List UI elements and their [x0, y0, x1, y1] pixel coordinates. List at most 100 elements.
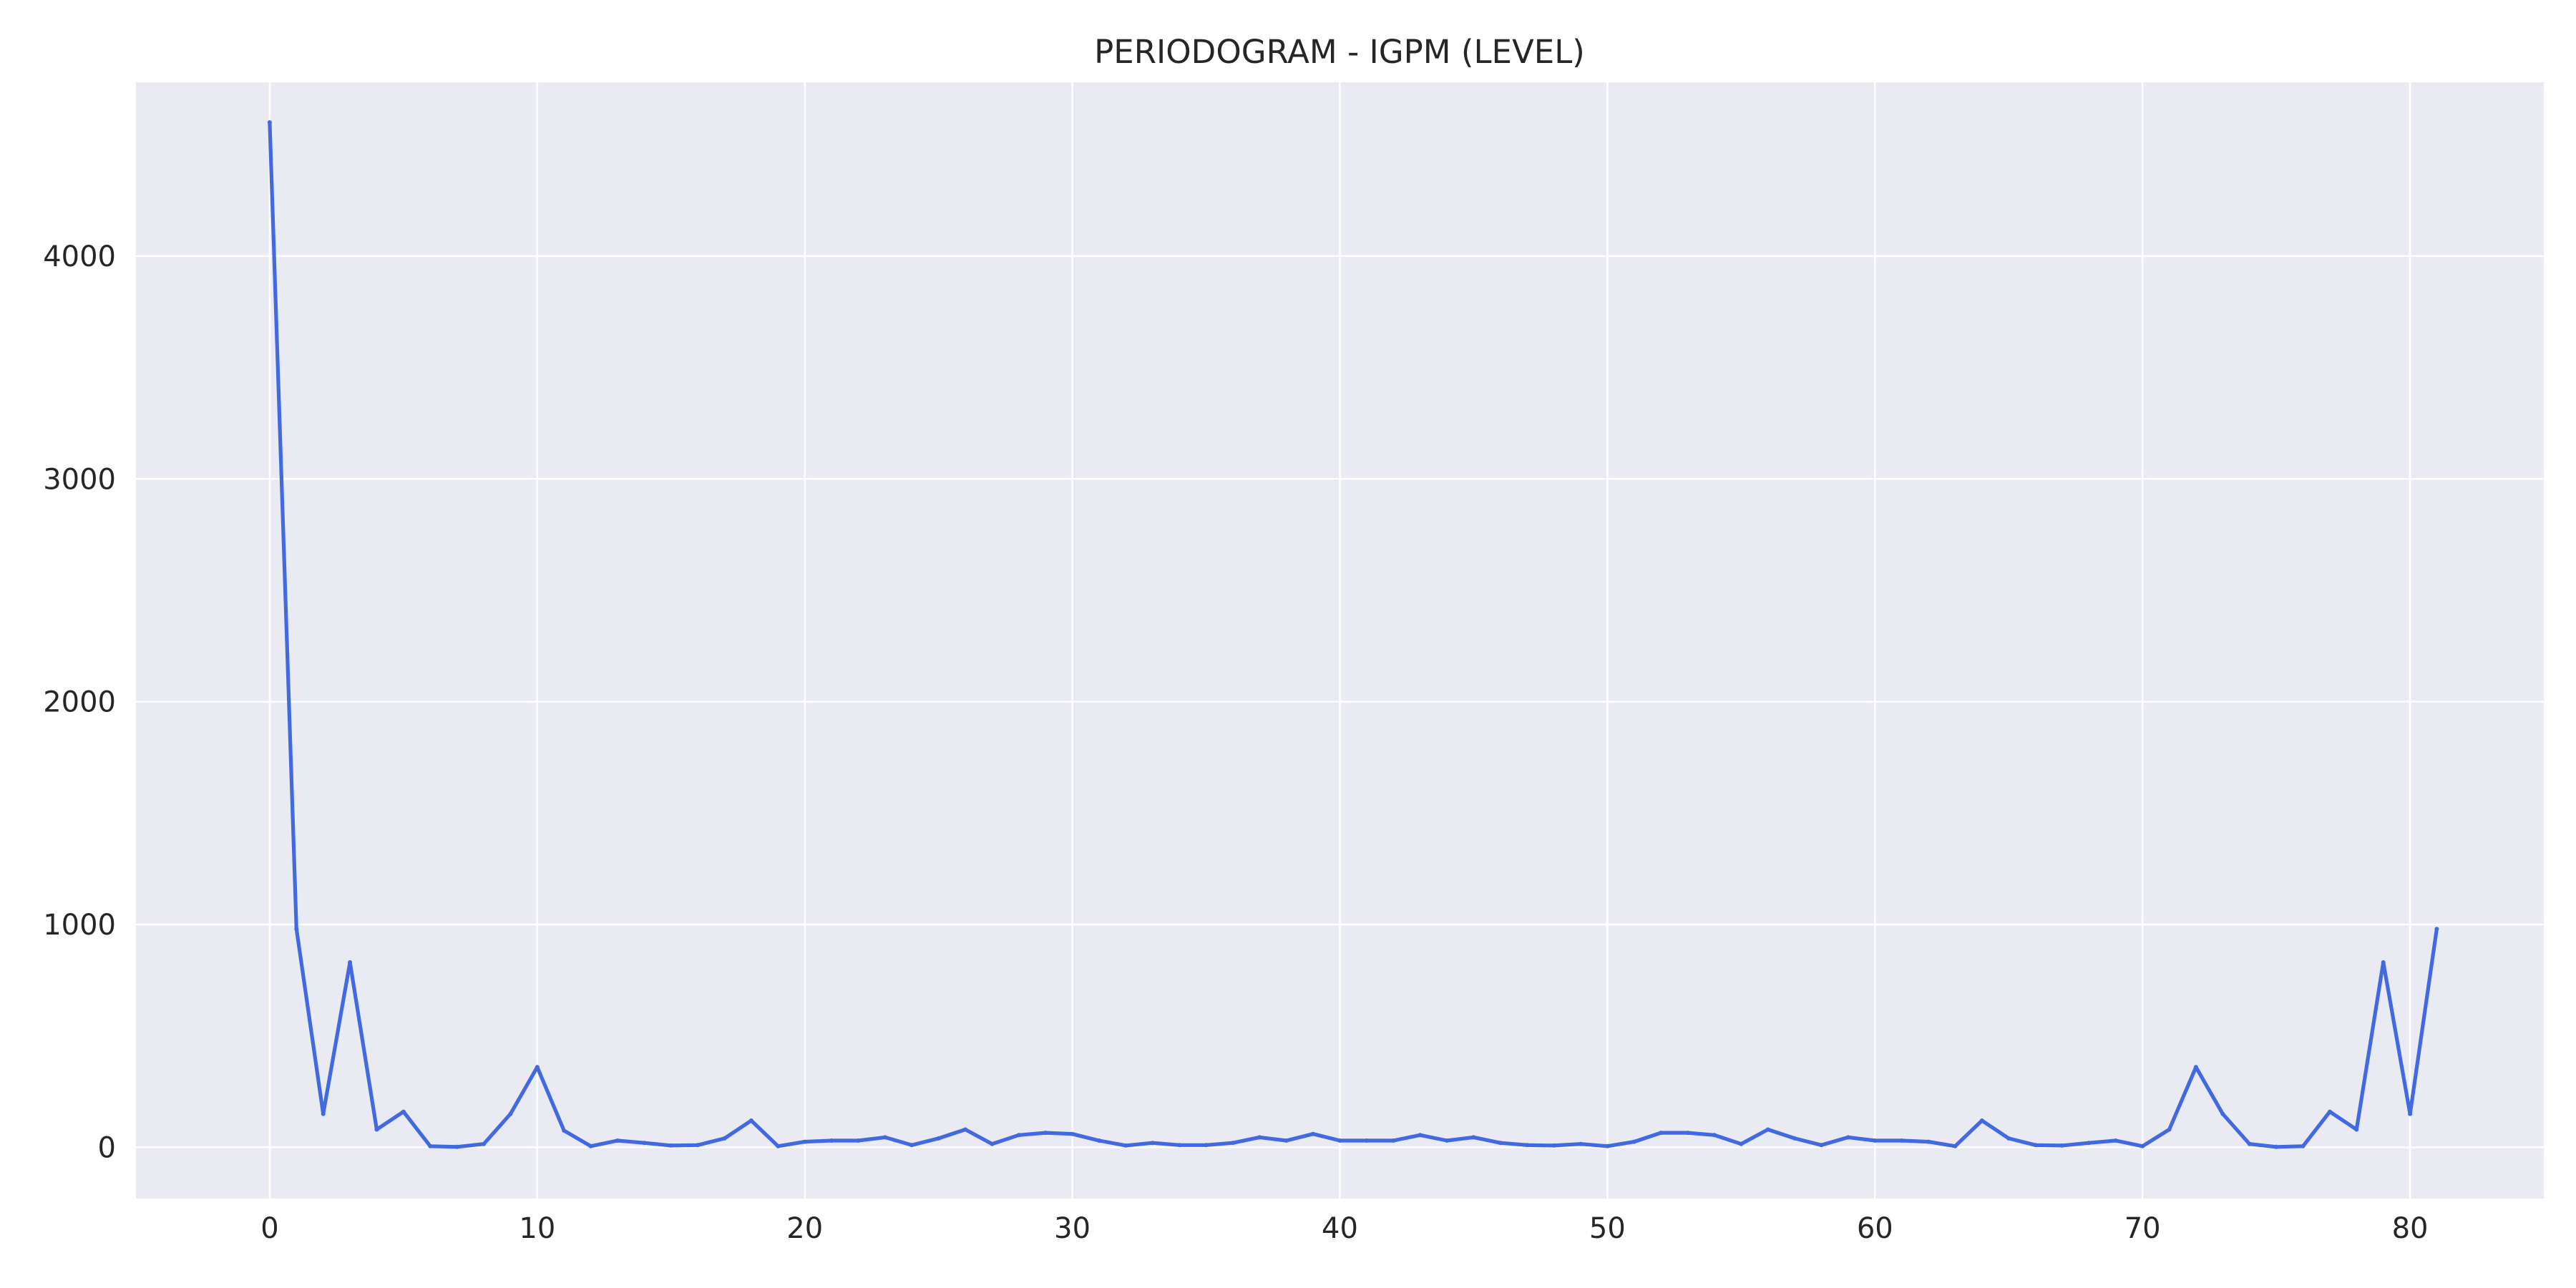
data-point — [1284, 1138, 1289, 1143]
data-point — [776, 1143, 781, 1148]
data-point — [1551, 1143, 1556, 1148]
x-tick-label: 10 — [519, 1212, 555, 1245]
x-tick-label: 70 — [2124, 1212, 2161, 1245]
x-tick-label: 0 — [260, 1212, 278, 1245]
data-point — [267, 120, 272, 125]
data-point — [294, 927, 299, 932]
data-point — [2434, 927, 2439, 932]
data-point — [1498, 1141, 1503, 1146]
data-point — [1792, 1136, 1797, 1141]
data-point — [1070, 1131, 1075, 1136]
data-point — [2113, 1138, 2118, 1143]
data-point — [642, 1141, 647, 1146]
data-point — [1123, 1143, 1128, 1148]
axis-ticks: 0 10 20 30 40 50 60 70 80 0 1000 2000 3000 4000 — [43, 240, 2428, 1245]
data-point — [990, 1141, 995, 1146]
y-tick-label: 4000 — [43, 240, 116, 273]
data-point — [1418, 1133, 1423, 1138]
data-point — [2381, 960, 2386, 965]
data-point — [1097, 1138, 1101, 1143]
series-line — [268, 120, 2439, 1149]
data-point — [1979, 1118, 1984, 1123]
data-point — [2087, 1141, 2092, 1146]
data-point — [1177, 1143, 1182, 1148]
y-tick-label: 1000 — [43, 909, 116, 942]
data-point — [829, 1138, 834, 1143]
data-point — [562, 1128, 567, 1133]
y-tick-label: 0 — [98, 1131, 116, 1164]
data-point — [2327, 1109, 2332, 1114]
data-point — [1043, 1131, 1048, 1136]
data-point — [696, 1143, 701, 1148]
data-point — [1845, 1135, 1850, 1140]
data-point — [1739, 1141, 1744, 1146]
data-point — [668, 1143, 673, 1148]
data-point — [1712, 1133, 1717, 1138]
data-point — [615, 1138, 620, 1143]
data-point — [1150, 1141, 1155, 1146]
data-point — [1605, 1143, 1610, 1148]
data-point — [1525, 1143, 1530, 1148]
chart-title: PERIODOGRAM - IGPM (LEVEL) — [1094, 33, 1585, 71]
data-point — [1337, 1138, 1342, 1143]
data-point — [1445, 1138, 1450, 1143]
y-tick-label: 2000 — [43, 686, 116, 719]
y-tick-label: 3000 — [43, 463, 116, 496]
data-point — [722, 1136, 727, 1141]
data-point — [2060, 1143, 2064, 1148]
data-point — [2408, 1111, 2413, 1116]
data-point — [374, 1127, 379, 1132]
data-point — [482, 1141, 487, 1146]
data-point — [748, 1118, 753, 1123]
x-tick-label: 80 — [2392, 1212, 2429, 1245]
x-tick-label: 20 — [786, 1212, 823, 1245]
data-point — [508, 1111, 513, 1116]
data-point — [936, 1136, 941, 1141]
data-point — [1311, 1131, 1316, 1136]
data-point — [2274, 1144, 2279, 1149]
data-point — [588, 1143, 593, 1148]
data-point — [2140, 1143, 2145, 1148]
data-point — [1579, 1141, 1583, 1146]
x-tick-label: 40 — [1322, 1212, 1358, 1245]
data-point — [1899, 1138, 1904, 1143]
data-point — [2193, 1065, 2198, 1070]
data-point — [1765, 1127, 1770, 1132]
data-point — [454, 1144, 459, 1149]
data-point — [856, 1138, 861, 1143]
data-point — [909, 1143, 914, 1148]
data-point — [882, 1135, 887, 1140]
data-point — [1364, 1138, 1369, 1143]
data-point — [802, 1139, 807, 1144]
data-point — [1471, 1135, 1476, 1140]
data-point — [401, 1109, 406, 1114]
data-point — [1257, 1135, 1262, 1140]
data-point — [1631, 1139, 1636, 1144]
data-point — [535, 1065, 540, 1070]
data-point — [1230, 1141, 1235, 1146]
x-tick-label: 30 — [1054, 1212, 1091, 1245]
data-point — [1953, 1143, 1958, 1148]
data-series — [267, 120, 2439, 1149]
data-point — [1204, 1143, 1209, 1148]
data-point — [321, 1111, 326, 1116]
data-point — [2033, 1143, 2038, 1148]
data-point — [1659, 1131, 1664, 1136]
x-tick-label: 60 — [1857, 1212, 1893, 1245]
data-point — [1819, 1143, 1824, 1148]
data-point — [2167, 1127, 2172, 1132]
data-point — [1926, 1139, 1931, 1144]
data-point — [1016, 1133, 1021, 1138]
data-point — [428, 1143, 433, 1148]
data-point — [1685, 1131, 1690, 1136]
data-point — [2354, 1127, 2359, 1132]
x-tick-label: 50 — [1589, 1212, 1626, 1245]
data-point — [2301, 1143, 2306, 1148]
data-point — [348, 960, 353, 965]
data-point — [1873, 1138, 1878, 1143]
data-point — [2006, 1136, 2011, 1141]
data-point — [1391, 1138, 1396, 1143]
data-point — [2220, 1111, 2225, 1116]
data-point — [2247, 1141, 2252, 1146]
